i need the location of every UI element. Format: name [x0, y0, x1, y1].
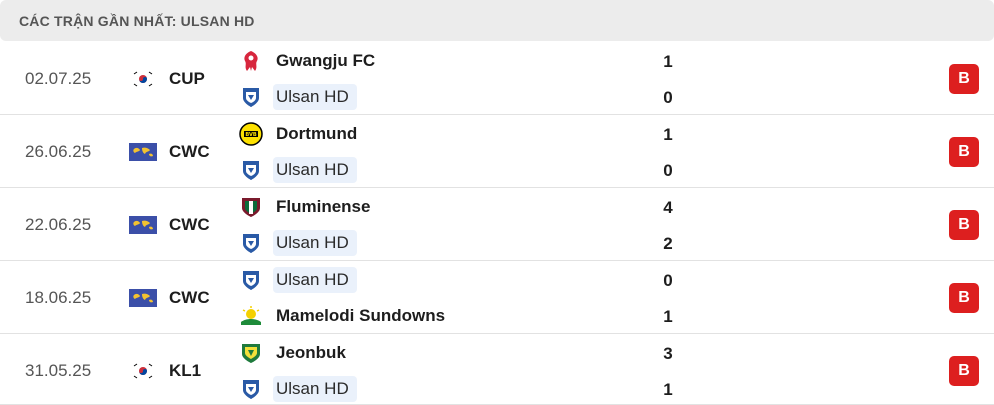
away-score: 1	[663, 307, 673, 326]
ulsan-logo-icon	[236, 84, 266, 110]
team-name: Ulsan HD	[273, 157, 357, 183]
away-score: 2	[663, 234, 673, 253]
team-name: Ulsan HD	[273, 84, 357, 110]
home-score: 1	[663, 52, 673, 71]
result-badge: B	[949, 283, 979, 313]
competition-label: KL1	[169, 361, 202, 380]
home-score: 1	[663, 125, 673, 144]
south-korea-flag-icon	[129, 362, 157, 380]
home-team[interactable]: BVB Dortmund	[236, 120, 365, 148]
home-team[interactable]: Fluminense	[236, 193, 378, 221]
away-team[interactable]: Ulsan HD	[236, 229, 357, 257]
competition-label: CWC	[169, 215, 210, 234]
home-score: 3	[663, 344, 673, 363]
team-name: Ulsan HD	[273, 376, 357, 402]
ulsan-logo-icon	[236, 157, 266, 183]
ulsan-logo-icon	[236, 267, 266, 293]
dortmund-logo-icon: BVB	[236, 121, 266, 147]
home-score: 4	[663, 198, 673, 217]
away-team[interactable]: Ulsan HD	[236, 375, 357, 403]
ulsan-logo-icon	[236, 230, 266, 256]
world-flag-icon	[129, 289, 157, 307]
jeonbuk-logo-icon	[236, 340, 266, 366]
team-name: Jeonbuk	[276, 343, 346, 362]
result-badge: B	[949, 64, 979, 94]
competition-label: CWC	[169, 288, 210, 307]
result-badge: B	[949, 137, 979, 167]
away-team[interactable]: Ulsan HD	[236, 156, 357, 184]
match-row[interactable]: 31.05.25 KL1 Jeonbuk Ulsan HD 3 1 B	[0, 335, 994, 405]
result-badge: B	[949, 356, 979, 386]
team-name: Fluminense	[276, 197, 371, 216]
section-header: CÁC TRẬN GẦN NHẤT: ULSAN HD	[0, 0, 994, 41]
match-date: 02.07.25	[25, 69, 92, 88]
away-score: 0	[663, 161, 673, 180]
away-team[interactable]: Mamelodi Sundowns	[236, 302, 453, 330]
result-badge: B	[949, 210, 979, 240]
world-flag-icon	[129, 216, 157, 234]
home-team[interactable]: Gwangju FC	[236, 47, 383, 75]
match-date: 18.06.25	[25, 288, 92, 307]
team-name: Ulsan HD	[273, 267, 357, 293]
away-score: 0	[663, 88, 673, 107]
south-korea-flag-icon	[129, 70, 157, 88]
match-row[interactable]: 26.06.25 CWC BVB Dortmund Ulsan HD 1 0 B	[0, 116, 994, 188]
match-row[interactable]: 22.06.25 CWC Fluminense Ulsan HD 4 2 B	[0, 189, 994, 261]
match-date: 26.06.25	[25, 142, 92, 161]
team-name: Ulsan HD	[273, 230, 357, 256]
world-flag-icon	[129, 143, 157, 161]
home-score: 0	[663, 271, 673, 290]
team-name: Mamelodi Sundowns	[276, 306, 446, 325]
match-date: 31.05.25	[25, 361, 92, 380]
match-row[interactable]: 02.07.25 CUP Gwangju FC Ulsan HD 1 0 B	[0, 43, 994, 115]
match-row[interactable]: 18.06.25 CWC Ulsan HD Mamelodi Sundowns …	[0, 262, 994, 334]
home-team[interactable]: Jeonbuk	[236, 339, 354, 367]
fluminense-logo-icon	[236, 194, 266, 220]
team-name: Gwangju FC	[276, 51, 376, 70]
match-date: 22.06.25	[25, 215, 92, 234]
ulsan-logo-icon	[236, 376, 266, 402]
away-score: 1	[663, 380, 673, 399]
competition-label: CWC	[169, 142, 210, 161]
competition-label: CUP	[169, 69, 205, 88]
section-title: CÁC TRẬN GẦN NHẤT: ULSAN HD	[19, 12, 255, 29]
gwangju-logo-icon	[236, 48, 266, 74]
away-team[interactable]: Ulsan HD	[236, 83, 357, 111]
home-team[interactable]: Ulsan HD	[236, 266, 357, 294]
team-name: Dortmund	[276, 124, 358, 143]
svg-text:BVB: BVB	[245, 132, 256, 138]
sundowns-logo-icon	[236, 303, 266, 329]
